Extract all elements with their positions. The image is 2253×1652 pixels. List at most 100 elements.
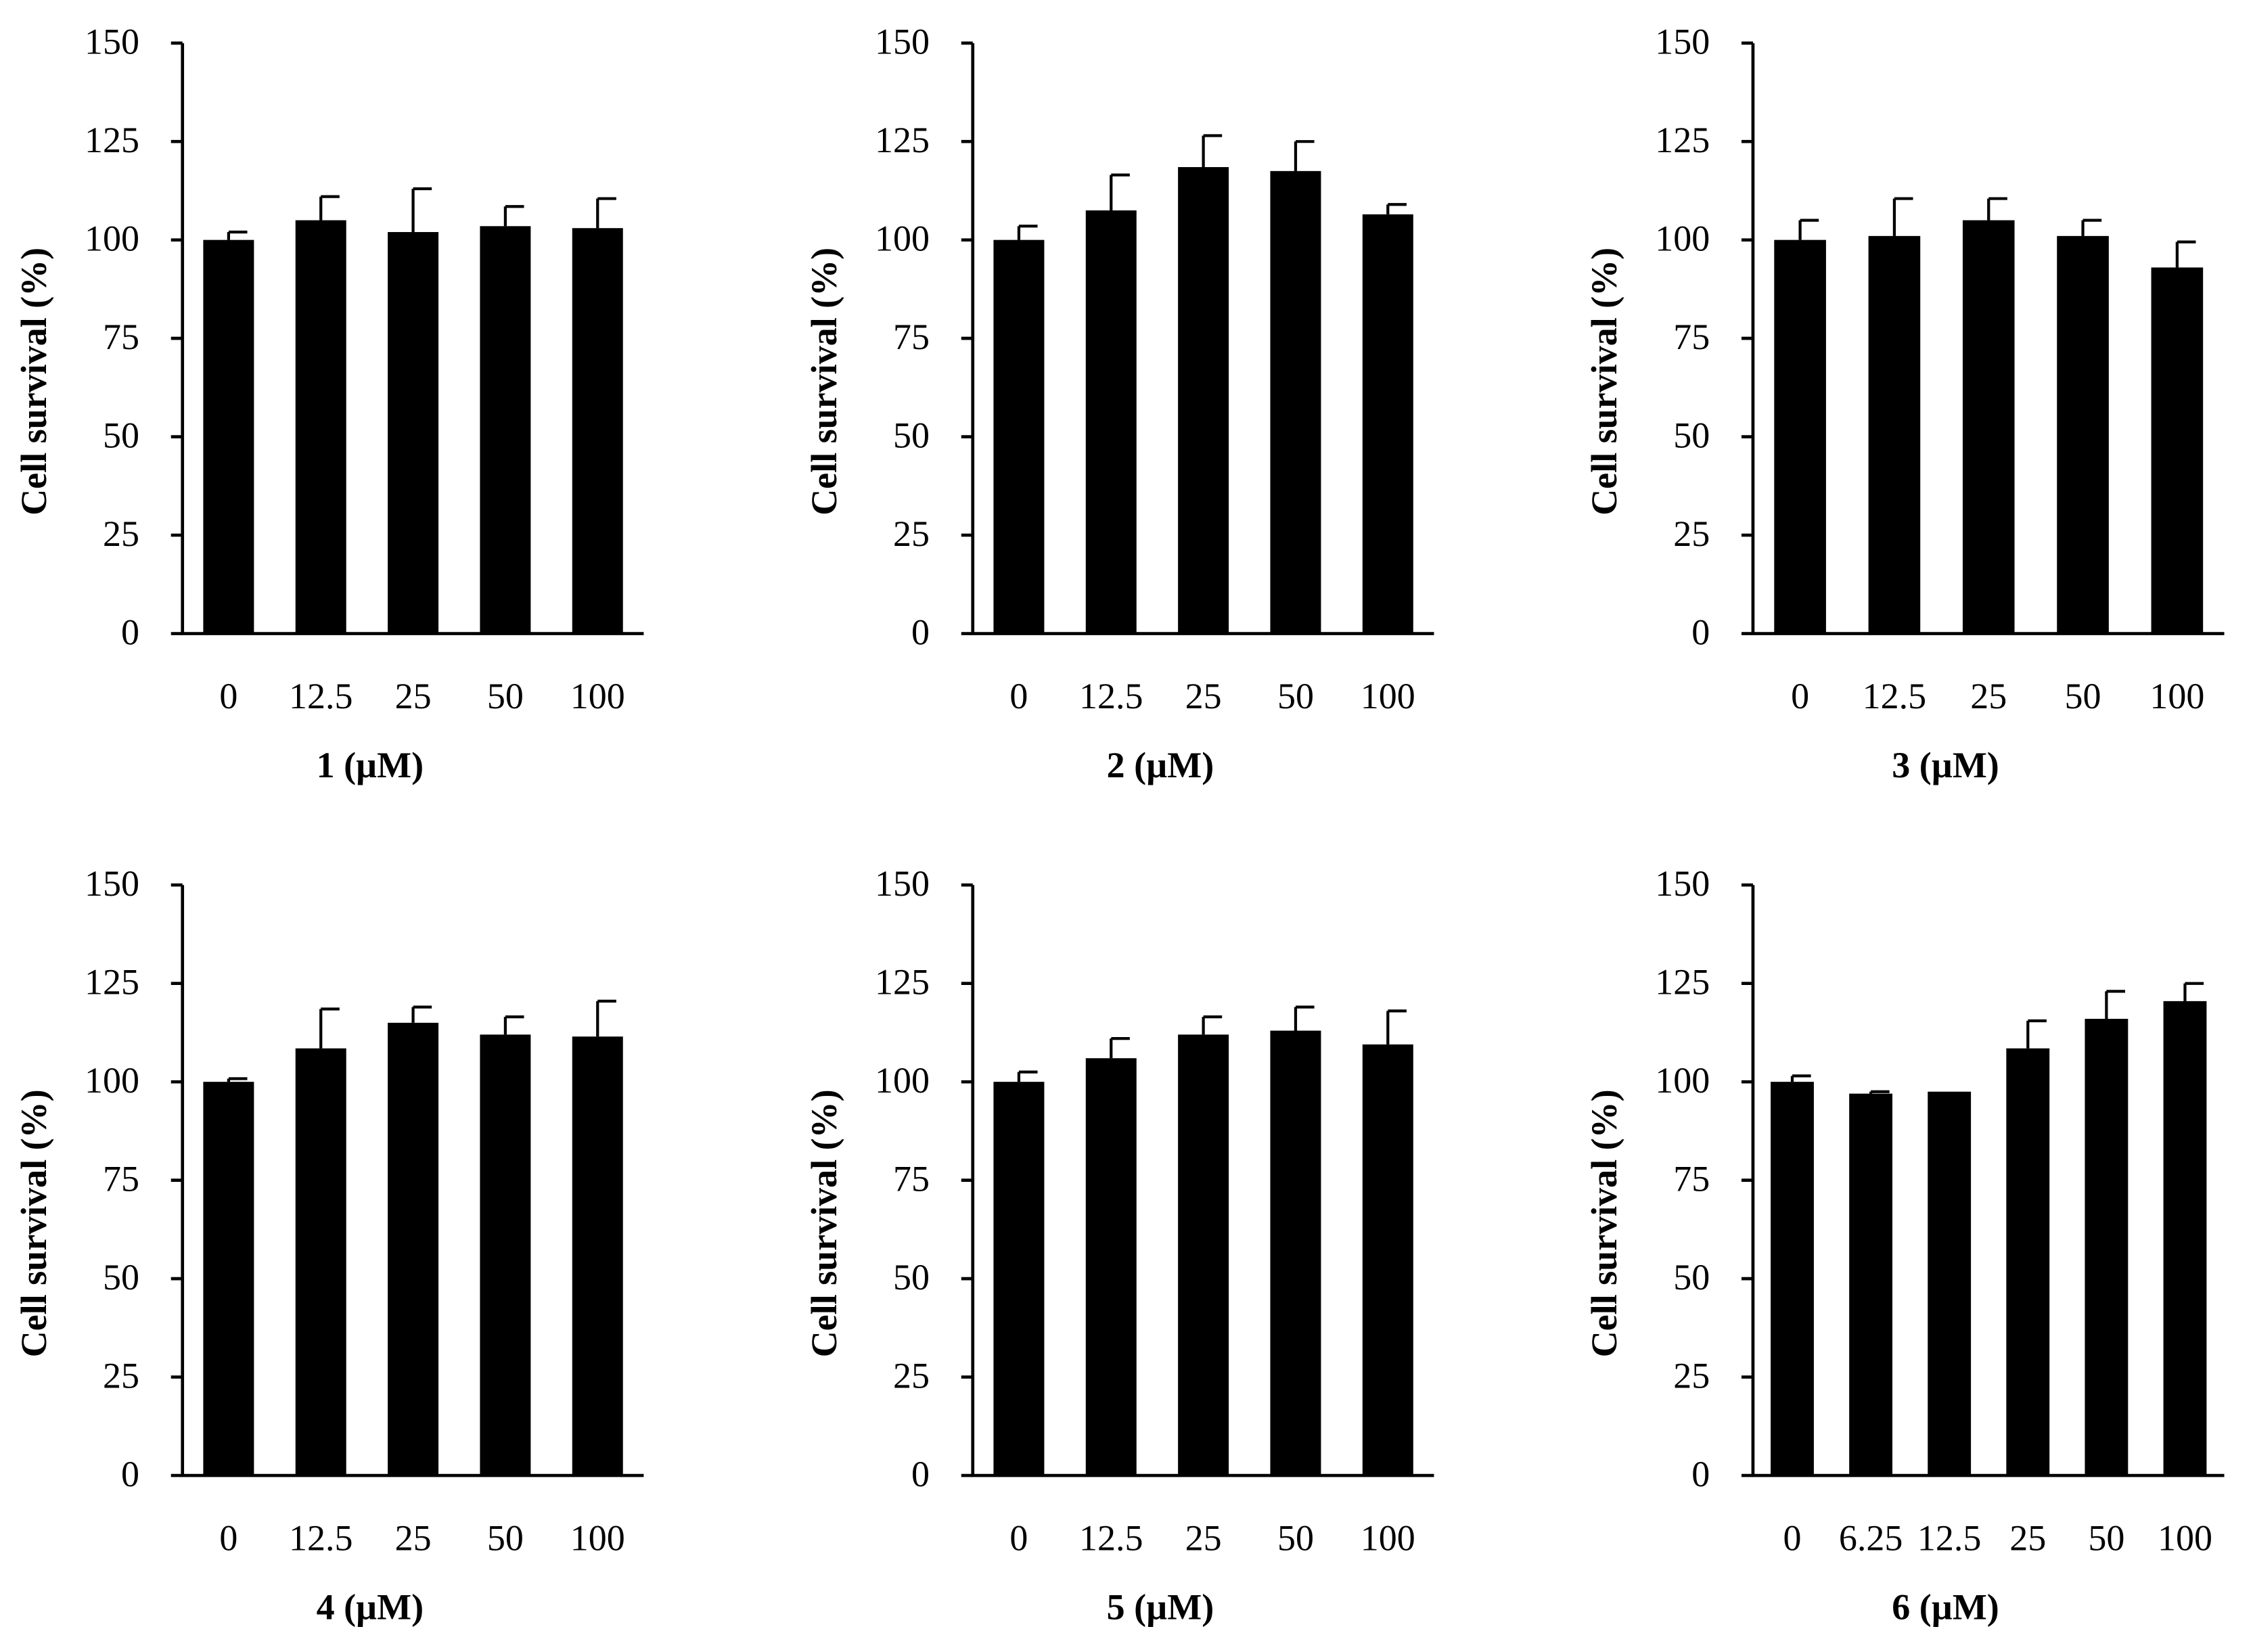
y-tick-label: 125 — [875, 120, 930, 160]
bar — [480, 1034, 531, 1476]
bar — [2151, 267, 2204, 634]
x-tick-label: 100 — [570, 676, 625, 716]
y-tick-label: 125 — [85, 962, 139, 1003]
chart-panel-5: 0 25 50 75 100 125 150 0 12.5 25 50 100 5 (µM) Cell s… — [804, 863, 1434, 1627]
bar — [1270, 1030, 1321, 1476]
x-tick-label: 25 — [1970, 676, 2007, 716]
y-tick-label: 75 — [893, 317, 930, 357]
x-tick-label: 50 — [487, 676, 524, 716]
x-tick-label: 100 — [2149, 676, 2204, 716]
y-tick-label: 50 — [103, 1257, 139, 1298]
bar — [1085, 210, 1137, 634]
y-tick-label: 125 — [1655, 120, 1710, 160]
y-axis-title: Cell survival (%) — [804, 1089, 844, 1357]
y-tick-label: 50 — [893, 1257, 930, 1298]
x-tick-label: 50 — [1277, 1517, 1314, 1558]
y-tick-label: 150 — [85, 863, 139, 904]
y-tick-label: 100 — [875, 1060, 930, 1101]
y-axis-title: Cell survival (%) — [804, 248, 844, 515]
chart-panel-2: 0 25 50 75 100 125 150 0 12.5 25 50 100 2 (µM) Cell s… — [804, 22, 1434, 785]
y-tick-label: 125 — [1655, 962, 1710, 1003]
y-tick-label: 0 — [1691, 1454, 1710, 1494]
bar — [2163, 1001, 2207, 1476]
bar — [1962, 220, 2015, 634]
y-tick-label: 0 — [121, 612, 139, 652]
bar — [295, 220, 346, 634]
x-tick-label: 50 — [1277, 676, 1314, 716]
x-axis-title: 3 (µM) — [1892, 745, 1999, 785]
y-tick-label: 0 — [911, 1454, 930, 1494]
y-tick-label: 100 — [1655, 1060, 1710, 1101]
bar — [993, 239, 1045, 634]
y-tick-label: 75 — [103, 317, 139, 357]
x-tick-label: 0 — [219, 1517, 237, 1558]
y-tick-label: 150 — [1655, 863, 1710, 904]
bar — [2057, 235, 2109, 634]
y-tick-label: 50 — [1673, 1257, 1710, 1298]
chart-panel-6: 0 25 50 75 100 125 150 0 6.25 12.5 25 50 100 6 (µM) Ce… — [1584, 863, 2225, 1627]
x-tick-label: 12.5 — [1863, 676, 1927, 716]
y-tick-label: 50 — [893, 415, 930, 456]
x-axis-title: 4 (µM) — [317, 1586, 424, 1627]
bar — [480, 226, 531, 634]
x-tick-label: 0 — [219, 676, 237, 716]
x-tick-label: 25 — [2009, 1517, 2046, 1558]
bar — [1849, 1093, 1893, 1476]
y-tick-label: 50 — [103, 415, 139, 456]
x-axis-title: 2 (µM) — [1107, 745, 1214, 785]
y-tick-label: 75 — [103, 1159, 139, 1199]
x-tick-label: 100 — [570, 1517, 625, 1558]
x-tick-label: 6.25 — [1839, 1517, 1903, 1558]
bar — [388, 232, 439, 634]
x-tick-label: 0 — [1009, 676, 1028, 716]
y-tick-label: 150 — [875, 863, 930, 904]
bar — [1928, 1091, 1972, 1476]
x-tick-label: 25 — [395, 676, 432, 716]
y-axis-title: Cell survival (%) — [14, 248, 54, 515]
y-tick-label: 0 — [121, 1454, 139, 1494]
x-tick-label: 100 — [1361, 676, 1415, 716]
chart-panel-4: 0 25 50 75 100 125 150 0 12.5 25 50 100 4 (µM) Cell s… — [14, 863, 644, 1627]
bar — [572, 228, 623, 634]
chart-panel-3: 0 25 50 75 100 125 150 0 12.5 25 50 100 3 (µM) Cell s… — [1584, 22, 2225, 785]
y-tick-label: 25 — [1673, 513, 1710, 554]
y-tick-label: 25 — [1673, 1356, 1710, 1396]
x-tick-label: 0 — [1783, 1517, 1801, 1558]
y-tick-label: 50 — [1673, 415, 1710, 456]
y-tick-label: 75 — [893, 1159, 930, 1199]
y-tick-label: 150 — [875, 22, 930, 62]
bar — [1178, 167, 1229, 634]
x-tick-label: 12.5 — [1079, 1517, 1143, 1558]
bar — [295, 1048, 346, 1476]
x-tick-label: 100 — [2158, 1517, 2212, 1558]
y-tick-label: 100 — [85, 219, 139, 259]
y-tick-label: 25 — [103, 513, 139, 554]
y-tick-label: 75 — [1673, 317, 1710, 357]
bar — [1868, 235, 1921, 634]
x-tick-label: 50 — [2088, 1517, 2124, 1558]
y-tick-label: 75 — [1673, 1159, 1710, 1199]
bar — [1771, 1082, 1814, 1476]
y-tick-label: 0 — [911, 612, 930, 652]
bar — [388, 1022, 439, 1476]
bar — [1178, 1034, 1229, 1476]
y-tick-label: 25 — [893, 513, 930, 554]
y-tick-label: 100 — [85, 1060, 139, 1101]
bar — [203, 239, 254, 634]
x-tick-label: 50 — [2065, 676, 2101, 716]
y-tick-label: 25 — [893, 1356, 930, 1396]
bar — [2085, 1019, 2129, 1476]
x-tick-label: 0 — [1791, 676, 1809, 716]
y-axis-title: Cell survival (%) — [1584, 1089, 1624, 1357]
x-axis-title: 5 (µM) — [1107, 1586, 1214, 1627]
x-tick-label: 100 — [1361, 1517, 1415, 1558]
bar — [1362, 1044, 1413, 1476]
y-tick-label: 125 — [85, 120, 139, 160]
x-axis-title: 1 (µM) — [317, 745, 424, 785]
x-tick-label: 12.5 — [289, 1517, 353, 1558]
x-tick-label: 0 — [1009, 1517, 1028, 1558]
x-tick-label: 12.5 — [1079, 676, 1143, 716]
bar — [572, 1036, 623, 1476]
bar — [203, 1082, 254, 1476]
